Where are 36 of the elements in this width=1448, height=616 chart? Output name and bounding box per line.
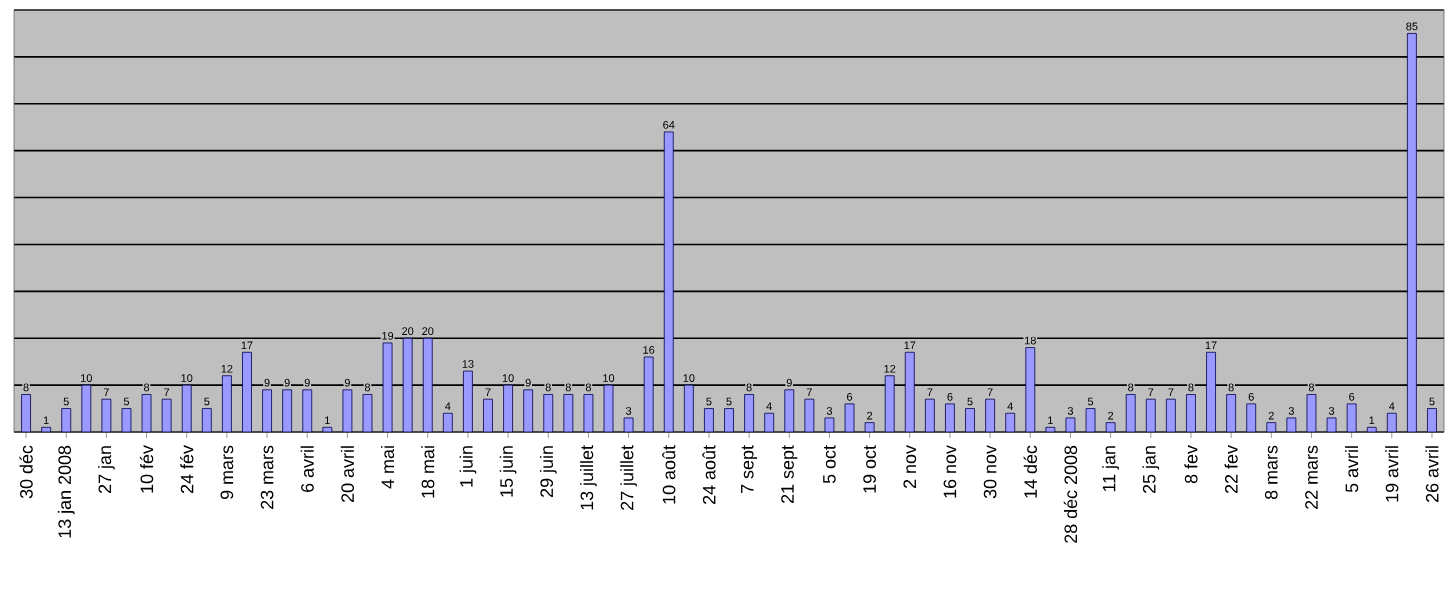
x-tick-label: 11 jan xyxy=(1102,446,1119,492)
x-tick-label: 22 mars xyxy=(1305,445,1318,509)
x-tick-label: 25 jan xyxy=(1142,446,1160,493)
x-tick-label: 9 mars xyxy=(220,445,234,499)
x-tick-label: 20 avril xyxy=(340,446,354,502)
x-tick-label: 30 nov xyxy=(983,445,997,499)
x-tick-label: 19 avril xyxy=(1385,446,1399,502)
x-tick-label: 21 sept xyxy=(781,445,798,503)
x-tick-label: 7 sept xyxy=(741,445,758,493)
x-tick-label: 13 juillet xyxy=(580,445,597,510)
x-tick-label: 16 nov xyxy=(943,445,957,498)
x-tick-label: 22 fev xyxy=(1224,445,1238,493)
x-tick-label: 8 fev xyxy=(1184,445,1198,484)
x-tick-label: 4 mai xyxy=(380,446,395,489)
x-tick-label: 6 avril xyxy=(300,446,314,492)
x-tick-label: 24 août xyxy=(702,445,716,504)
x-tick-label: 29 juin xyxy=(539,446,557,497)
x-tick-label: 5 avril xyxy=(1345,446,1359,493)
x-tick-label: 24 fév xyxy=(180,445,194,493)
x-tick-label: 30 déc xyxy=(19,445,33,499)
x-tick-label: 10 août xyxy=(662,445,676,504)
x-tick-label: 19 oct xyxy=(863,445,876,493)
x-tick-label: 27 juillet xyxy=(620,445,637,510)
x-tick-label: 26 avril xyxy=(1425,446,1439,502)
x-tick-label: 13 jan 2008 xyxy=(57,445,75,538)
x-tick-label: 18 mai xyxy=(421,446,435,498)
x-tick-label: 10 fév xyxy=(139,445,154,493)
x-tick-label: 2 nov xyxy=(903,445,917,488)
x-tick-label: 1 juin xyxy=(459,446,477,487)
x-tick-label: 28 déc 2008 xyxy=(1063,445,1078,543)
x-tick-label: 8 mars xyxy=(1264,445,1278,500)
x-tick-label: 23 mars xyxy=(260,445,274,509)
x-tick-label: 14 déc xyxy=(1023,445,1037,498)
x-tick-label: 15 juin xyxy=(499,446,517,497)
x-tick-label: 27 jan xyxy=(98,446,115,493)
x-tick-label: 5 oct xyxy=(823,445,836,484)
